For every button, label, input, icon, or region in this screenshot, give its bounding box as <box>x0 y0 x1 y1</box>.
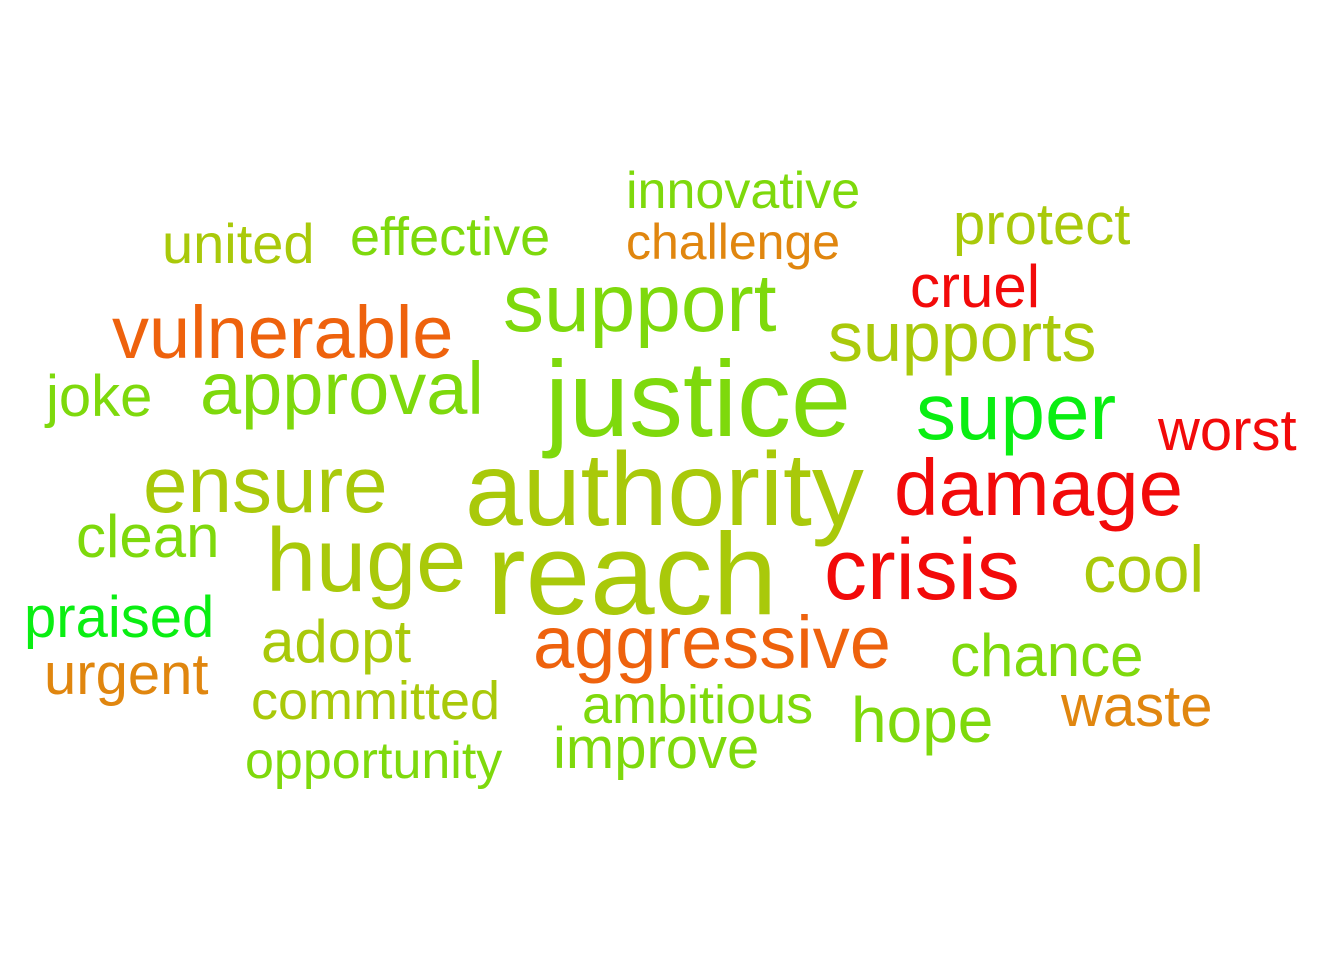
word-reach: reach <box>487 509 778 639</box>
word-waste: waste <box>1061 674 1213 739</box>
word-approval: approval <box>200 347 484 430</box>
word-crisis: crisis <box>824 522 1020 618</box>
word-support: support <box>503 258 777 349</box>
word-hope: hope <box>851 684 994 756</box>
word-challenge: challenge <box>626 214 841 270</box>
word-clean: clean <box>76 503 220 570</box>
word-worst: worst <box>1158 398 1297 463</box>
word-opportunity: opportunity <box>245 732 503 790</box>
word-chance: chance <box>950 622 1144 689</box>
word-committed: committed <box>251 671 501 731</box>
word-cruel: cruel <box>910 253 1041 320</box>
word-damage: damage <box>894 443 1184 532</box>
word-supports: supports <box>828 298 1097 376</box>
word-super: super <box>916 367 1117 456</box>
word-authority: authority <box>465 432 864 548</box>
word-justice: justice <box>545 338 852 459</box>
word-huge: huge <box>266 511 467 611</box>
word-aggressive: aggressive <box>533 601 891 684</box>
word-joke: joke <box>46 364 153 429</box>
word-ensure: ensure <box>143 440 388 529</box>
word-adopt: adopt <box>261 608 412 675</box>
word-improve: improve <box>553 716 760 781</box>
word-effective: effective <box>350 207 551 267</box>
word-innovative: innovative <box>626 162 861 220</box>
word-united: united <box>162 212 315 275</box>
word-protect: protect <box>953 192 1131 257</box>
word-ambitious: ambitious <box>582 675 814 735</box>
word-vulnerable: vulnerable <box>112 291 454 374</box>
word-praised: praised <box>24 585 215 650</box>
word-urgent: urgent <box>44 642 209 707</box>
word-cool: cool <box>1083 532 1205 606</box>
